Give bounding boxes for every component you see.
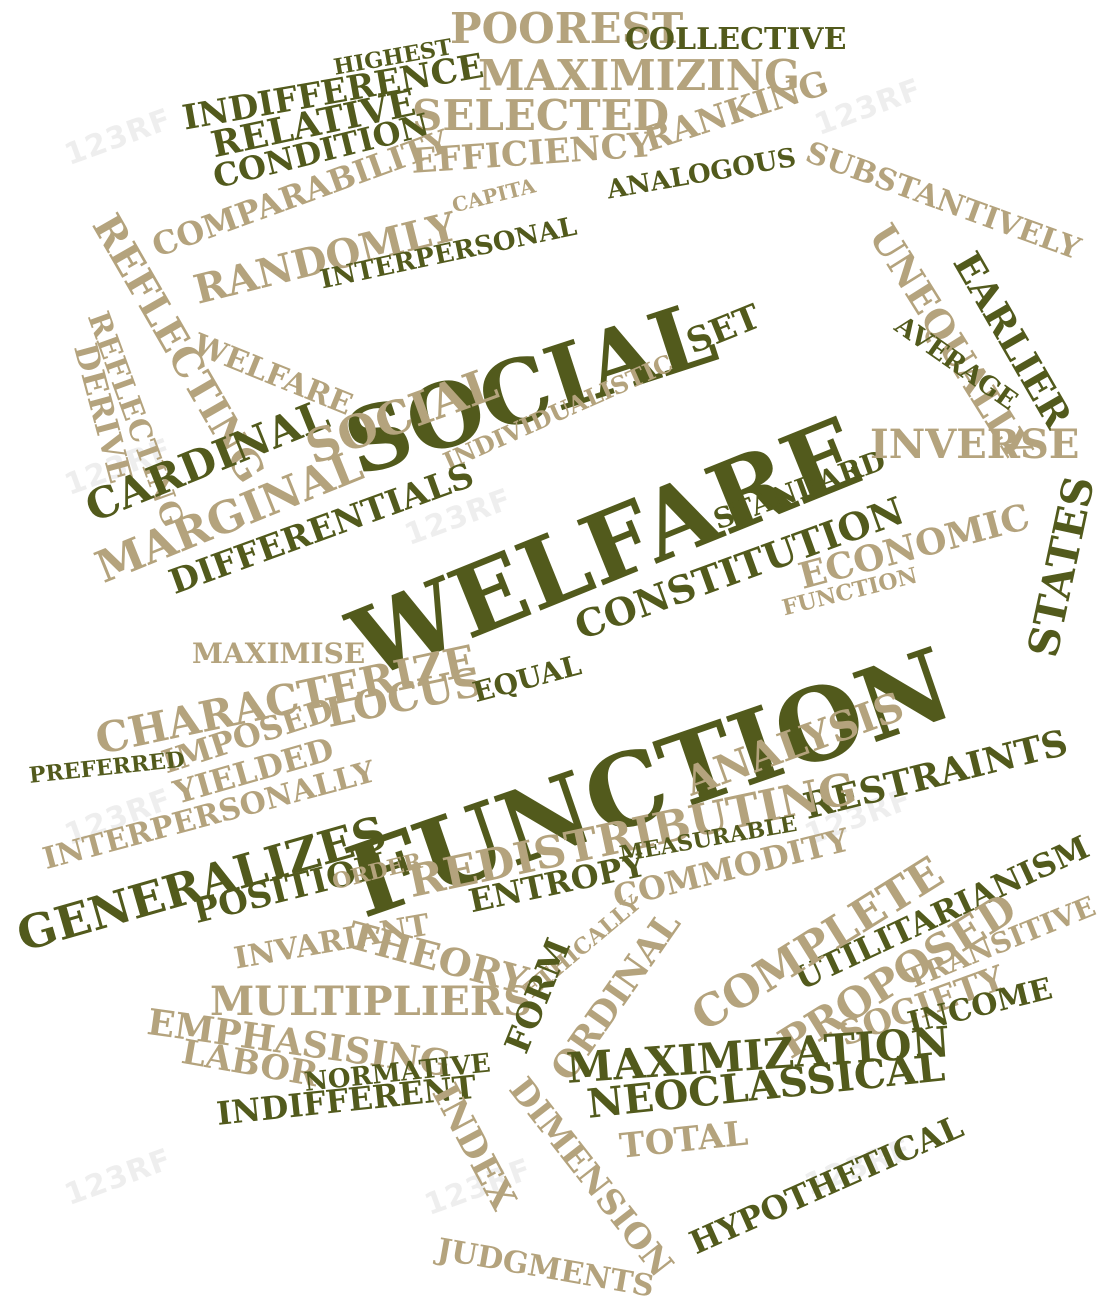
word: SUBSTANTIVELY xyxy=(801,135,1085,268)
word: MULTIPLIERS xyxy=(210,978,533,1025)
word: POOREST xyxy=(450,4,684,53)
watermark: 123RF xyxy=(60,101,177,173)
word: COLLECTIVE xyxy=(625,22,847,57)
watermark: 123RF xyxy=(60,1141,177,1213)
word: TOTAL xyxy=(617,1113,750,1167)
word: MAXIMIZING xyxy=(478,51,801,100)
word: STATES xyxy=(1018,471,1101,662)
word: PREFERRED xyxy=(27,746,187,789)
word: INVERSE xyxy=(870,421,1080,468)
word-social-big: SOCIAL xyxy=(332,279,728,497)
word: EQUAL xyxy=(469,648,585,709)
word: MAXIMISE xyxy=(192,637,366,670)
word: SELECTED xyxy=(412,91,670,140)
word: CAPITA xyxy=(449,173,538,218)
